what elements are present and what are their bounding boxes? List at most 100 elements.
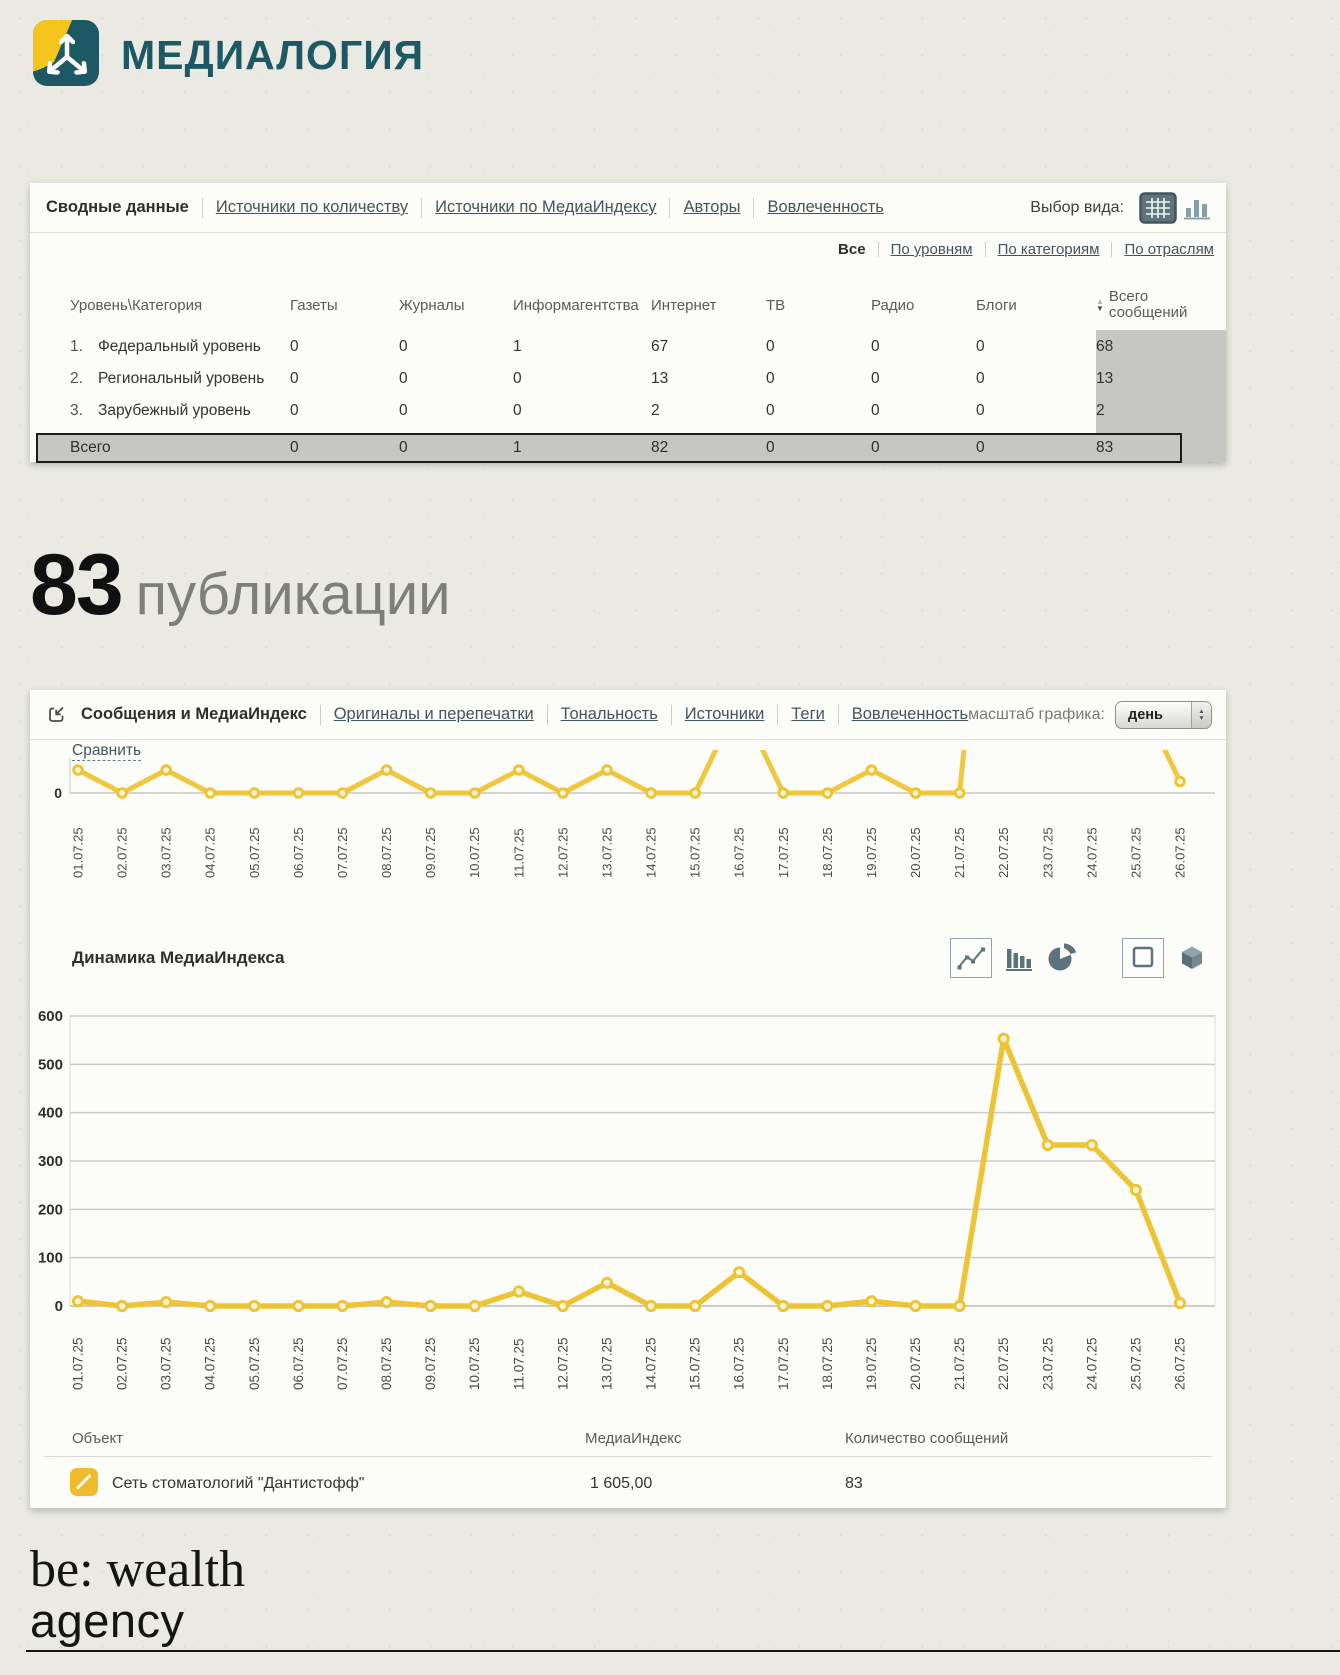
summary-table-body: 1. Федеральный уровень 0 0 1 67 0 0 0 68 2. Региона…: [30, 331, 1226, 427]
filter-separator: [984, 242, 986, 257]
bar-chart-icon[interactable]: [1004, 942, 1034, 974]
object-name[interactable]: Сеть стоматологий "Дантистофф": [112, 1475, 365, 1492]
tab-authors[interactable]: Авторы: [683, 198, 741, 216]
y-axis-label: 0: [55, 1298, 63, 1315]
x-axis-label: 04.07.25: [203, 1337, 218, 1390]
total-label: Всего: [70, 439, 111, 456]
col-header-object: Объект: [72, 1430, 124, 1447]
undo-icon[interactable]: [46, 704, 67, 725]
x-axis-label: 11.07.25: [511, 1338, 526, 1390]
x-axis-label: 26.07.25: [1173, 1337, 1188, 1390]
col-header-magazines: Журналы: [399, 296, 465, 314]
filter-separator: [1111, 242, 1113, 257]
table-cell: 0: [290, 370, 299, 387]
table-cell: 0: [399, 338, 408, 355]
x-axis-label: 22.07.25: [996, 827, 1011, 878]
object-messages-value: 83: [845, 1475, 863, 1492]
x-axis-label: 21.07.25: [952, 827, 967, 878]
col-header-radio: Радио: [871, 296, 915, 314]
table-cell: 0: [976, 338, 985, 355]
x-axis-label: 24.07.25: [1084, 1337, 1099, 1390]
filter-by-industries[interactable]: По отраслям: [1124, 241, 1214, 258]
col-header-mediaindex: МедиаИндекс: [585, 1430, 682, 1447]
object-mediaindex-value: 1 605,00: [590, 1475, 653, 1492]
svg-text:0: 0: [54, 785, 62, 801]
x-axis-label: 12.07.25: [555, 827, 570, 878]
table-cell: 0: [766, 370, 775, 387]
publications-headline: 83 публикации: [30, 536, 451, 635]
table-view-icon[interactable]: [1139, 191, 1177, 224]
filter-by-categories[interactable]: По категориям: [997, 241, 1100, 258]
table-cell: 0: [766, 402, 775, 419]
summary-table: Уровень\Категория Газеты Журналы Информа…: [30, 279, 1226, 463]
x-axis-label: 09.07.25: [423, 827, 438, 878]
pie-chart-icon[interactable]: [1046, 943, 1076, 973]
tab-tonality[interactable]: Тональность: [560, 705, 658, 723]
total-cell: 83: [1096, 439, 1114, 456]
filter-all[interactable]: Все: [838, 241, 866, 258]
total-cell: 0: [871, 439, 880, 456]
tab-sources[interactable]: Источники: [684, 705, 765, 723]
tab-separator: [319, 704, 321, 725]
x-axis-label: 20.07.25: [908, 827, 923, 878]
brand-wordmark: МЕДИАЛОГИЯ: [121, 32, 425, 78]
x-axis-label: 23.07.25: [1040, 1337, 1055, 1390]
compare-link[interactable]: Сравнить: [72, 742, 142, 761]
chart-scale-value: день: [1127, 706, 1163, 723]
table-cell: 0: [976, 370, 985, 387]
filter-by-levels[interactable]: По уровням: [890, 241, 973, 258]
line-chart-icon[interactable]: [950, 938, 992, 978]
agency-logo: be: wealth agency: [30, 1540, 245, 1648]
x-axis-label: 17.07.25: [776, 827, 791, 878]
total-cell: 0: [399, 439, 408, 456]
table-cell: 0: [399, 402, 408, 419]
tab-tags[interactable]: Теги: [791, 705, 825, 723]
x-axis-label: 02.07.25: [115, 827, 130, 878]
select-stepper-icon[interactable]: ▲ ▼: [1190, 701, 1211, 728]
col-header-blogs: Блоги: [976, 296, 1017, 314]
x-axis-label: 05.07.25: [247, 1337, 262, 1390]
tab-separator: [753, 197, 755, 218]
tab-sources-by-count[interactable]: Источники по количеству: [215, 198, 409, 216]
tab-engagement[interactable]: Вовлеченность: [767, 198, 884, 216]
x-axis-label: 21.07.25: [952, 1337, 967, 1390]
messages-mini-chart: 0 01.07.25 02.07.25 03.07.25 04.07.25 05.07.2…: [54, 750, 1215, 878]
3d-view-icon[interactable]: [1176, 942, 1208, 974]
x-axis-label: 05.07.25: [247, 827, 262, 878]
col-header-total-messages[interactable]: ▲ ▼ Всего сообщений: [1096, 288, 1188, 321]
x-axis-label: 13.07.25: [599, 1337, 614, 1390]
row-label: Региональный уровень: [98, 370, 265, 387]
tab-engagement-2[interactable]: Вовлеченность: [851, 705, 969, 723]
tab-messages-mediaindex[interactable]: Сообщения и МедиаИндекс: [81, 705, 307, 723]
chart-scale-select[interactable]: день ▲ ▼: [1114, 700, 1212, 729]
row-number: 2.: [70, 370, 83, 387]
tab-separator: [546, 704, 548, 725]
tab-sources-by-mediaindex[interactable]: Источники по МедиаИндексу: [435, 198, 657, 216]
row-number: 1.: [70, 338, 83, 355]
table-cell: 13: [1096, 370, 1114, 387]
x-axis-label: 16.07.25: [732, 1337, 747, 1390]
y-axis-label: 300: [38, 1153, 63, 1170]
table-cell: 0: [871, 370, 880, 387]
agency-logo-line2: agency: [30, 1594, 185, 1647]
table-cell: 13: [651, 370, 669, 387]
x-axis-label: 07.07.25: [335, 1337, 350, 1390]
x-axis-label: 08.07.25: [379, 827, 394, 878]
total-cell: 0: [766, 439, 775, 456]
x-axis-label: 03.07.25: [159, 1337, 174, 1390]
table-cell: 0: [871, 338, 880, 355]
table-cell: 0: [513, 402, 522, 419]
agency-logo-line1: be: wealth: [30, 1541, 246, 1598]
tab-summary-data[interactable]: Сводные данные: [46, 198, 189, 216]
tab-originals-reprints[interactable]: Оригиналы и перепечатки: [333, 705, 534, 723]
2d-view-icon[interactable]: [1122, 938, 1164, 978]
chart-view-icon[interactable]: [1182, 194, 1212, 222]
x-axis-label: 26.07.25: [1173, 827, 1188, 878]
x-axis-label: 01.07.25: [71, 827, 86, 878]
series-marker-icon[interactable]: [70, 1468, 98, 1496]
view-selector-label: Выбор вида:: [1030, 198, 1124, 216]
col-header-level: Уровень\Категория: [70, 296, 203, 314]
x-axis-label: 07.07.25: [335, 827, 350, 878]
y-axis-label: 200: [38, 1201, 63, 1218]
x-axis-label: 18.07.25: [820, 827, 835, 878]
